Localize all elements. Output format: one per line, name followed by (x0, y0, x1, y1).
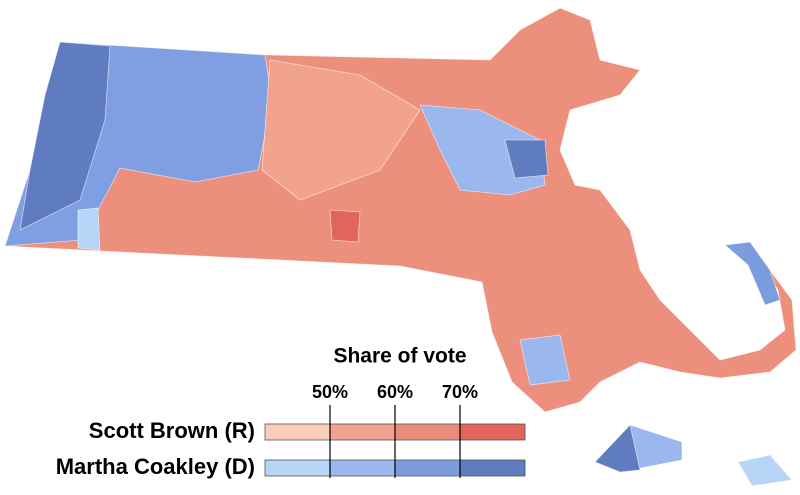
tick-label: 50% (312, 382, 348, 402)
light-red-area (261, 59, 421, 201)
legend-swatch (264, 423, 331, 441)
berkshire-towns (19, 41, 111, 231)
massachusetts-map (4, 7, 797, 487)
cape-tip (724, 241, 781, 306)
legend-swatch (459, 423, 526, 441)
legend-label: Scott Brown (R) (89, 418, 255, 443)
fall-river-area (519, 334, 571, 386)
legend-label: Martha Coakley (D) (56, 454, 255, 479)
legend-swatch (394, 423, 461, 441)
tick-label: 70% (442, 382, 478, 402)
legend: Share of vote Scott Brown (R) Martha Coak… (56, 345, 526, 479)
nantucket (737, 454, 793, 487)
legend-swatch (329, 459, 396, 477)
legend-swatch (264, 459, 331, 477)
legend-swatch (329, 423, 396, 441)
legend-swatch (459, 459, 526, 477)
tick-label: 60% (377, 382, 413, 402)
dark-red-town (329, 209, 361, 243)
light-town (77, 207, 101, 251)
legend-title: Share of vote (333, 345, 466, 368)
boston-core (504, 139, 549, 179)
legend-swatch (394, 459, 461, 477)
vineyard-west (594, 424, 641, 473)
